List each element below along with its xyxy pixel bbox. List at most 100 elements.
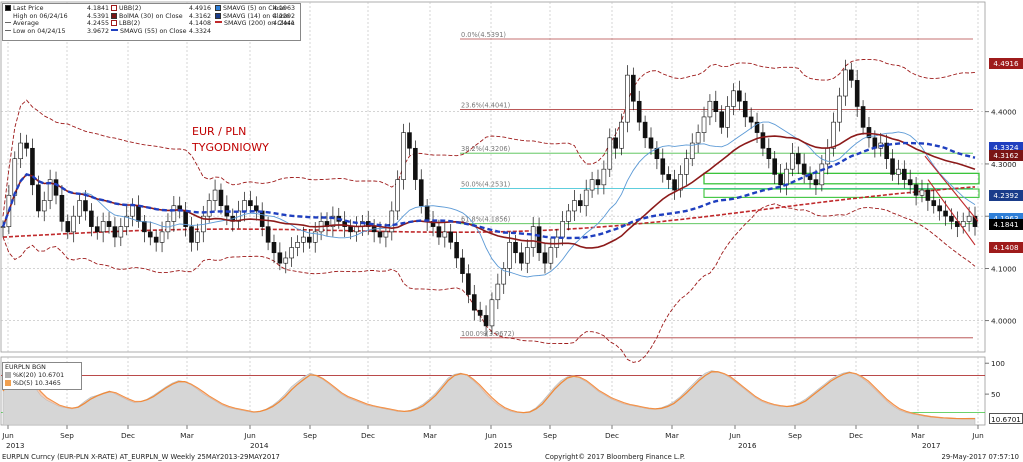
candle-body (159, 231, 165, 243)
candle-body (389, 210, 395, 233)
candle-body (695, 132, 701, 144)
candle-body (731, 90, 736, 107)
legend-value-low: 3.9672 (87, 27, 110, 35)
fib-label: 38.2%(4.3206) (461, 145, 510, 153)
y-tick-label: 4.0000 (991, 317, 1017, 326)
status-copyright: Copyright© 2017 Bloomberg Finance L.P. (545, 453, 686, 461)
legend-item-last-price: Last Price (5, 5, 43, 13)
chart-annotation: EUR / PLN TYGODNIOWY (192, 124, 269, 156)
candle-body (112, 226, 118, 238)
trend-line (924, 155, 979, 222)
x-tick-label: Jun (971, 431, 983, 440)
candle-body (766, 147, 772, 160)
candle-body (530, 226, 536, 248)
candle-body (672, 179, 677, 191)
candle-body (689, 142, 695, 160)
legend-value-sma55: 4.3324 (189, 27, 212, 35)
candle-body (583, 189, 589, 207)
candle-body (754, 121, 760, 133)
candle-body (907, 179, 913, 186)
legend-item-bolma: BolMA (30) on Close (111, 12, 183, 21)
x-tick-label: Jun (243, 431, 255, 440)
candle-body (106, 221, 112, 227)
candle-body (94, 226, 100, 233)
candle-body (684, 158, 689, 175)
candle-body (248, 200, 253, 207)
candle-body (24, 142, 29, 149)
legend-item-low: Low on 04/24/15 (5, 28, 66, 36)
candle-body (77, 200, 82, 217)
candle-body (572, 200, 577, 212)
legend-value-high: 4.5391 (87, 12, 110, 20)
candle-body (407, 132, 412, 149)
candle-body (784, 168, 789, 186)
candle-body (477, 309, 483, 316)
candle-body (642, 121, 648, 139)
candle-body (737, 90, 742, 102)
legend-item-sma55: SMAVG (55) on Close (111, 28, 186, 36)
sma55-line (1, 141, 976, 240)
candle-body (71, 215, 76, 233)
candle-body (460, 257, 465, 274)
candle-body (860, 106, 866, 128)
candle-body (383, 231, 389, 238)
candle-body (524, 247, 530, 264)
status-security: EURPLN Curncy (EUR-PLN X-RATE) AT_EURPLN… (2, 453, 280, 461)
year-label: 2016 (738, 441, 757, 450)
legend-value-sma5: 4.1963 (273, 5, 296, 12)
candle-body (513, 241, 518, 254)
stochastic-legend-d: %D(5) 10.3465 (5, 380, 79, 388)
candle-body (813, 179, 819, 186)
candle-body (636, 100, 642, 123)
fib-label: 0.0%(4.5391) (461, 31, 506, 39)
candle-body (301, 236, 306, 243)
candle-body (277, 252, 283, 264)
candle-body (242, 200, 247, 212)
lower-bollinger-band (2, 203, 976, 363)
support-zone (703, 188, 980, 198)
stochastic-y-tick-label: 50 (991, 390, 1001, 399)
support-zone (703, 172, 980, 185)
candle-body (212, 189, 218, 201)
candle-body (377, 231, 383, 238)
candle-body (295, 241, 300, 248)
legend-item-average: Average (5, 20, 39, 28)
candle-body (395, 179, 400, 212)
price-tag: 4.3324 (989, 141, 1023, 153)
candle-body (760, 132, 766, 149)
candle-body (631, 74, 636, 102)
stochastic-d-fill (3, 371, 975, 419)
price-tag: 4.3162 (989, 149, 1023, 161)
candle-body (589, 179, 595, 191)
legend-value-bolma: 4.3162 (189, 12, 212, 20)
trend-line (927, 179, 976, 246)
candle-body (283, 257, 289, 264)
candle-body (59, 194, 65, 222)
price-tag: 4.4916 (989, 58, 1023, 70)
candle-body (801, 163, 807, 175)
candle-body (795, 153, 801, 165)
candle-body (124, 215, 130, 227)
legend-value-last-price: 4.1841 (87, 5, 110, 12)
legend-item-sma200: SMAVG (200) on Close (215, 20, 294, 28)
x-tick-label: Dec (361, 431, 375, 440)
candle-body (578, 200, 583, 207)
legend-value-sma200: 4.2441 (273, 20, 296, 28)
candle-body (560, 221, 565, 238)
candle-body (607, 137, 613, 170)
candle-body (902, 168, 907, 180)
candle-body (854, 80, 860, 107)
x-tick-label: Sep (60, 431, 74, 440)
candle-body (554, 236, 560, 248)
candle-body (418, 179, 424, 207)
candle-body (171, 205, 177, 222)
candle-body (41, 200, 47, 212)
x-tick-label: Dec (605, 431, 619, 440)
x-tick-label: Mar (665, 431, 679, 440)
candle-body (707, 100, 713, 118)
candle-body (130, 205, 135, 217)
candle-body (36, 184, 41, 212)
candle-body (619, 121, 624, 149)
candle-body (837, 95, 842, 123)
